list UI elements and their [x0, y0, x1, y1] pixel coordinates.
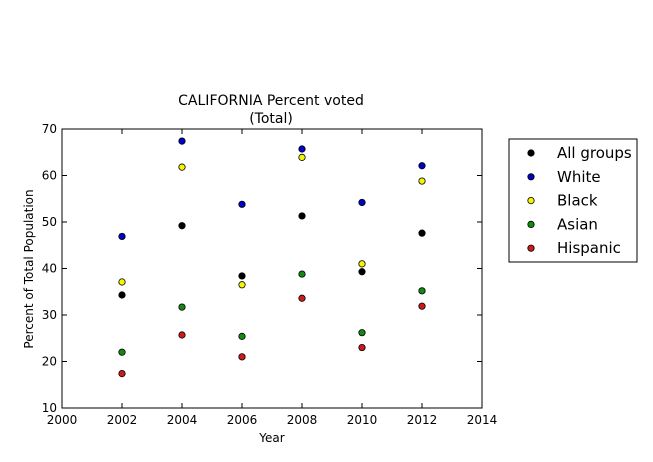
legend-label-white: White: [557, 168, 601, 186]
point-all-groups: [358, 268, 366, 276]
point-all-groups: [118, 291, 126, 299]
x-tick-label: 2012: [407, 413, 438, 427]
point-hispanic: [118, 369, 126, 378]
point-black: [238, 281, 246, 289]
point-black: [298, 153, 306, 161]
x-tick-label: 2010: [347, 413, 378, 427]
y-tick-label: 60: [42, 169, 57, 183]
point-white: [238, 200, 246, 208]
x-tick-label: 2008: [287, 413, 318, 427]
point-all-groups: [298, 212, 306, 220]
legend-label-black: Black: [557, 192, 598, 210]
point-black: [118, 278, 126, 286]
point-black: [178, 163, 186, 171]
point-asian: [238, 332, 246, 340]
y-axis: 10 20 30 40 50 60 70: [42, 122, 482, 415]
x-tick-label: 2000: [47, 413, 78, 427]
plot-area: [61, 128, 483, 409]
y-tick-label: 30: [42, 308, 57, 322]
point-all-groups: [238, 272, 246, 280]
point-black: [418, 177, 426, 185]
legend-marker-white: [527, 173, 535, 181]
chart-subtitle: (Total): [249, 111, 293, 127]
point-asian: [358, 329, 366, 337]
point-white: [358, 198, 366, 207]
point-asian: [118, 348, 126, 356]
point-all-groups: [418, 229, 426, 237]
legend-label-asian: Asian: [557, 215, 598, 233]
point-hispanic: [238, 353, 246, 361]
y-tick-label: 20: [42, 355, 57, 369]
legend-marker-black: [527, 197, 535, 205]
point-white: [418, 162, 426, 170]
y-tick-label: 10: [42, 401, 57, 415]
legend: All groups White Black Asian Hispanic: [508, 138, 638, 263]
point-hispanic: [178, 331, 186, 339]
chart-title: CALIFORNIA Percent voted: [178, 93, 364, 109]
y-axis-label: Percent of Total Population: [22, 189, 36, 348]
x-tick-label: 2004: [167, 413, 198, 427]
point-white: [118, 232, 126, 241]
point-hispanic: [418, 302, 426, 310]
point-black: [358, 260, 366, 268]
x-tick-label: 2006: [227, 413, 258, 427]
y-tick-label: 40: [42, 262, 57, 276]
y-tick-label: 70: [42, 122, 57, 136]
point-asian: [418, 287, 426, 295]
legend-label-all-groups: All groups: [557, 144, 632, 162]
legend-marker-asian: [527, 220, 535, 228]
legend-marker-all-groups: [527, 149, 535, 157]
x-axis-label: Year: [258, 431, 284, 445]
point-all-groups: [178, 222, 186, 230]
point-asian: [298, 270, 306, 278]
x-tick-label: 2002: [107, 413, 138, 427]
legend-marker-hispanic: [527, 244, 535, 252]
point-white: [178, 137, 186, 145]
legend-label-hispanic: Hispanic: [557, 239, 621, 257]
x-axis: 2000 2002 2004 2006 2008 2010 2012 2014: [47, 129, 498, 427]
point-hispanic: [298, 294, 306, 302]
x-tick-label: 2014: [467, 413, 498, 427]
data-points: [118, 137, 426, 378]
point-white: [298, 145, 306, 153]
y-tick-label: 50: [42, 215, 57, 229]
point-asian: [178, 303, 186, 311]
point-hispanic: [358, 343, 366, 352]
